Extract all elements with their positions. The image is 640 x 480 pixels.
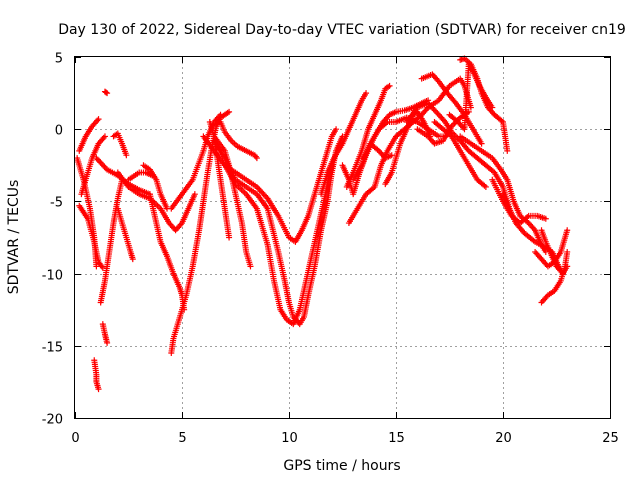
data-point [478,140,485,147]
series-arc-42 [538,248,571,306]
data-point [564,227,571,234]
data-point [226,234,233,241]
data-point [333,126,340,133]
y-tick-label: 0 [55,124,63,139]
data-point [386,82,393,89]
x-axis-label: GPS time / hours [283,458,400,474]
x-tick-label: 0 [71,431,79,446]
data-point [129,256,136,263]
series-arc-4 [76,202,106,271]
y-tick-label: -5 [50,196,63,211]
series-arc-39 [489,176,549,227]
data-point [95,116,102,123]
data-point [99,264,106,271]
x-tick-label: 20 [495,431,512,446]
data-point [103,89,110,96]
plot-frame [74,56,611,419]
series-arc-5 [91,357,102,393]
series-arc-21 [200,126,340,245]
series-arc-6 [99,321,111,346]
x-tick-label: 10 [281,431,298,446]
x-tick-label: 5 [178,431,186,446]
x-tick-label: 25 [602,431,619,446]
data-point [542,215,549,222]
series-arc-9 [110,130,130,159]
y-tick-label: 5 [55,52,63,67]
grid-layer [75,57,610,418]
data-point [482,183,489,190]
series-arc-19 [217,118,260,162]
data-point [104,339,111,346]
series-arc-27 [360,140,395,162]
data-point [465,108,472,115]
series-arc-3 [101,88,111,97]
series-arc-8 [78,133,108,198]
data-point [93,263,100,270]
series-arc-2 [76,116,102,154]
data-point [104,90,111,97]
data-point [504,147,511,154]
data-point [191,191,198,198]
data-point [253,155,260,162]
series-arc-43 [414,108,472,147]
series-arc-14 [140,162,171,212]
series-arc-37 [457,133,549,255]
series-arc-28 [343,82,393,190]
data-points-layer [74,55,571,393]
series-arc-29 [318,90,370,198]
data-point [247,263,254,270]
series-arc-13 [125,169,156,183]
series-arc-36 [457,55,511,154]
data-point [564,248,571,255]
data-point [95,386,102,393]
data-point [363,90,370,97]
data-point [226,108,233,115]
series-arc-23 [221,162,335,328]
series-arc-41 [532,227,571,270]
x-tick-label: 15 [388,431,405,446]
y-tick-label: -15 [42,341,63,356]
data-point [217,111,224,118]
y-tick-label: -20 [42,413,63,428]
data-point [388,152,395,159]
data-point [123,152,130,159]
y-axis-label: SDTVAR / TECUs [6,180,22,295]
chart-title: Day 130 of 2022, Sidereal Day-to-day VTE… [58,22,626,38]
data-point [101,133,108,140]
ticks-layer: 0 5 10 15 20 25 -20 -15 -10 -5 0 5 [42,52,619,447]
series-arc-7 [97,176,126,306]
series-arc-16 [168,108,233,357]
y-tick-label: -10 [42,269,63,284]
series-arc-10 [114,205,136,263]
series-arc-22 [211,133,346,328]
